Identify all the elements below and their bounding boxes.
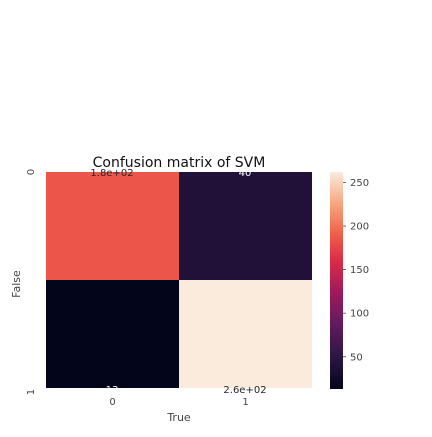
cell-annotation: 13 <box>106 385 119 396</box>
x-axis-label: True <box>166 411 191 424</box>
colorbar <box>330 172 343 389</box>
colorbar-tick-label: 250 <box>350 178 369 189</box>
colorbar-tick-label: 200 <box>350 222 369 233</box>
heatmap-cell <box>46 280 179 388</box>
chart-title: Confusion matrix of SVM <box>93 155 266 171</box>
axis-ticks: 0 1 0 1 <box>26 169 249 408</box>
cell-annotation: 1.8e+02 <box>90 168 133 179</box>
y-tick-label: 0 <box>26 169 37 175</box>
y-tick-label: 1 <box>26 389 37 395</box>
cell-annotation: 40 <box>239 168 252 179</box>
colorbar-tick-label: 150 <box>350 265 369 276</box>
colorbar-tick-label: 50 <box>350 352 363 363</box>
y-axis-label: False <box>10 270 23 298</box>
x-tick-label: 0 <box>109 397 115 408</box>
heatmap-cell <box>46 172 179 280</box>
colorbar-ticks: 50 100 150 200 250 <box>343 178 369 363</box>
colorbar-tick-label: 100 <box>350 309 369 320</box>
cell-annotation: 2.6e+02 <box>223 385 266 396</box>
x-tick-label: 1 <box>242 397 248 408</box>
heatmap-cell <box>179 280 312 388</box>
heatmap-cell <box>179 172 312 280</box>
heatmap-cells: 1.8e+02 40 13 2.6e+02 <box>46 168 312 396</box>
